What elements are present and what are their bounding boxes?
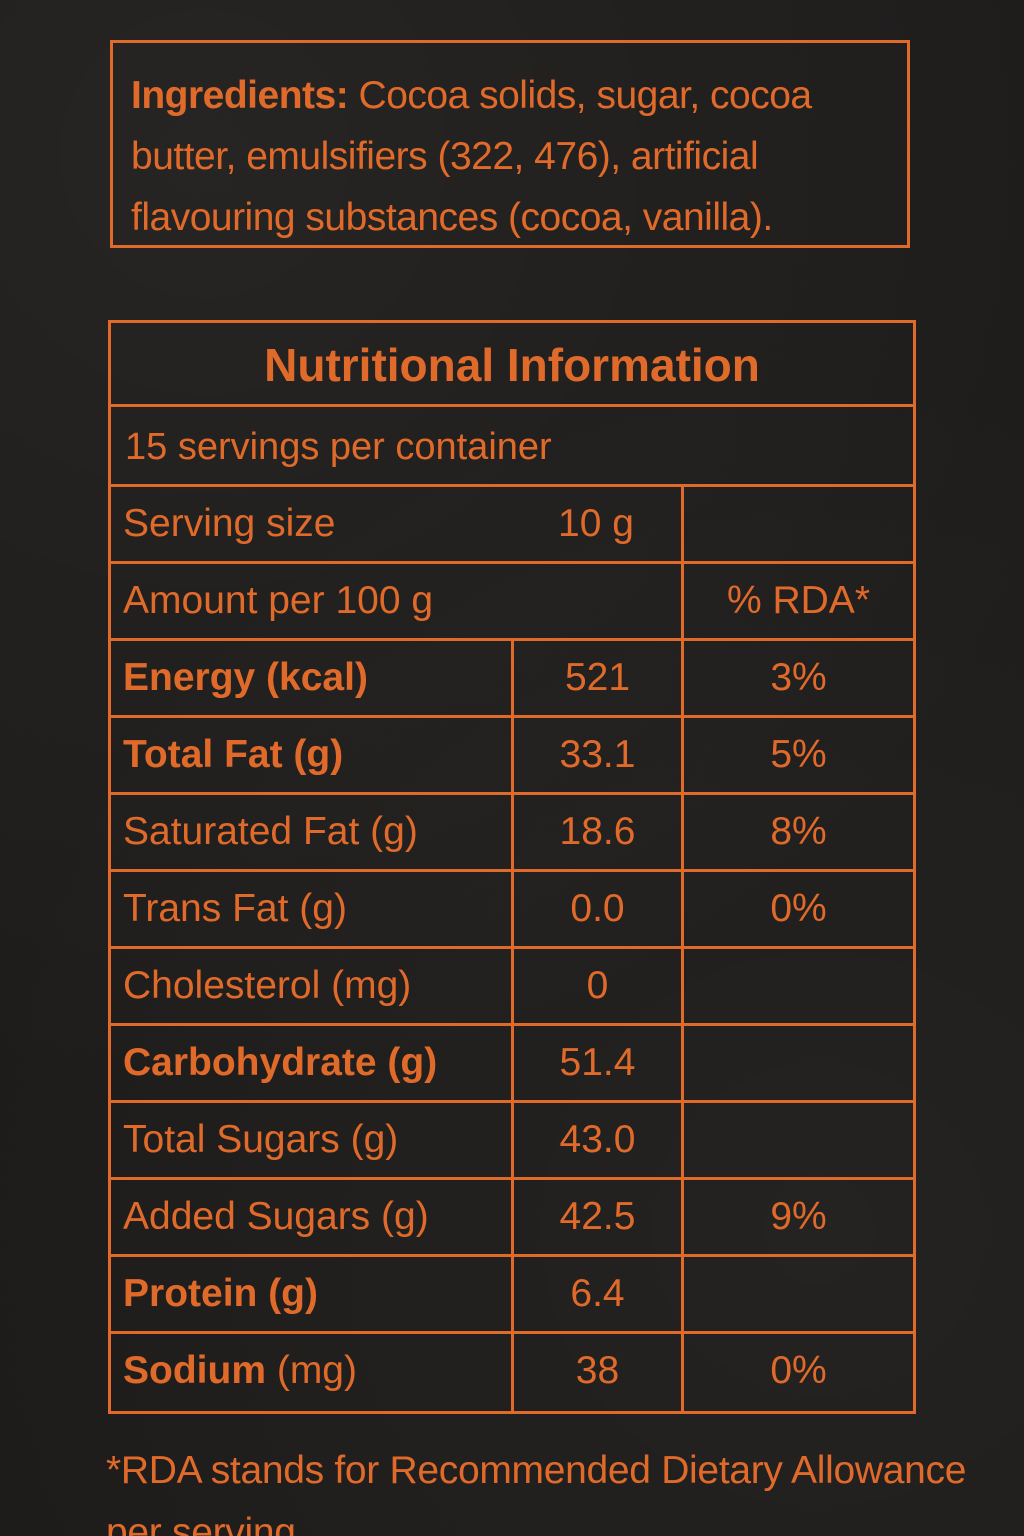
nutrient-value: 0.0	[514, 872, 684, 946]
nutrient-label: Trans Fat (g)	[111, 872, 514, 946]
serving-size-cell: Serving size 10 g	[111, 487, 684, 561]
nutrient-row: Carbohydrate (g) 51.4	[111, 1026, 913, 1103]
nutrient-rda: 5%	[770, 733, 827, 776]
nutrient-rda	[684, 1257, 913, 1331]
nutrition-title: Nutritional Information	[111, 323, 913, 407]
nutrient-row: Total Sugars (g) 43.0	[111, 1103, 913, 1180]
nutrient-value: 51.4	[514, 1026, 684, 1100]
nutrient-value: 42.5	[514, 1180, 684, 1254]
nutrient-label-unit: (mg)	[266, 1349, 357, 1392]
nutrient-rda: 0%	[770, 1349, 827, 1392]
nutrient-rows: Energy (kcal) 521 3% Total Fat (g) 33.1 5% Sat…	[111, 641, 913, 1411]
nutrient-rda	[684, 1103, 913, 1177]
nutrient-row: Energy (kcal) 521 3%	[111, 641, 913, 718]
nutrient-value: 521	[514, 641, 684, 715]
nutrient-value: 43.0	[514, 1103, 684, 1177]
rda-header: % RDA*	[726, 579, 871, 622]
amount-label-cell: Amount per 100 g	[111, 564, 684, 638]
amount-label: Amount per 100 g	[123, 579, 434, 622]
nutrient-label: Saturated Fat (g)	[111, 795, 514, 869]
nutrient-value: 0	[514, 949, 684, 1023]
nutrient-rda: 8%	[770, 810, 827, 853]
serving-size-value: 10 g	[558, 502, 634, 545]
ingredients-text: Cocoa solids, sugar, cocoa butter, emuls…	[131, 74, 812, 239]
nutrient-row: Trans Fat (g) 0.0 0%	[111, 872, 913, 949]
ingredients-box: Ingredients: Cocoa solids, sugar, cocoa …	[110, 40, 910, 248]
nutrient-rda: 9%	[770, 1195, 827, 1238]
servings-per-container: 15 servings per container	[111, 407, 913, 487]
nutrient-row: Saturated Fat (g) 18.6 8%	[111, 795, 913, 872]
ingredients-heading: Ingredients:	[131, 74, 349, 117]
nutrient-rda: 0%	[770, 887, 827, 930]
nutrient-row: Protein (g) 6.4	[111, 1257, 913, 1334]
nutrient-value: 38	[514, 1334, 684, 1411]
nutrition-facts-table: Nutritional Information 15 servings per …	[108, 320, 916, 1414]
rda-footnote: *RDA stands for Recommended Dietary Allo…	[106, 1449, 967, 1536]
nutrient-rda	[684, 949, 913, 1023]
serving-size-label: Serving size	[123, 502, 336, 545]
nutrient-rda	[684, 1026, 913, 1100]
serving-size-row: Serving size 10 g	[111, 487, 913, 564]
nutrient-value: 6.4	[514, 1257, 684, 1331]
nutrient-rda: 3%	[770, 656, 827, 699]
nutrient-label: Total Fat (g)	[111, 718, 514, 792]
serving-size-rda-cell	[684, 487, 913, 561]
nutrient-label: Protein (g)	[111, 1257, 514, 1331]
nutrient-label: Total Sugars (g)	[111, 1103, 514, 1177]
nutrient-label: Cholesterol (mg)	[111, 949, 514, 1023]
amount-header-row: Amount per 100 g % RDA*	[111, 564, 913, 641]
nutrient-label: Carbohydrate (g)	[111, 1026, 514, 1100]
nutrient-row: Added Sugars (g) 42.5 9%	[111, 1180, 913, 1257]
nutrient-value: 18.6	[514, 795, 684, 869]
nutrient-label-bold: Sodium	[123, 1349, 266, 1392]
nutrient-value: 33.1	[514, 718, 684, 792]
nutrient-label: Sodium (mg)	[111, 1334, 514, 1411]
nutrient-label: Energy (kcal)	[111, 641, 514, 715]
nutrient-label: Added Sugars (g)	[111, 1180, 514, 1254]
nutrient-row: Sodium (mg) 38 0%	[111, 1334, 913, 1411]
nutrient-row: Cholesterol (mg) 0	[111, 949, 913, 1026]
nutrient-row: Total Fat (g) 33.1 5%	[111, 718, 913, 795]
